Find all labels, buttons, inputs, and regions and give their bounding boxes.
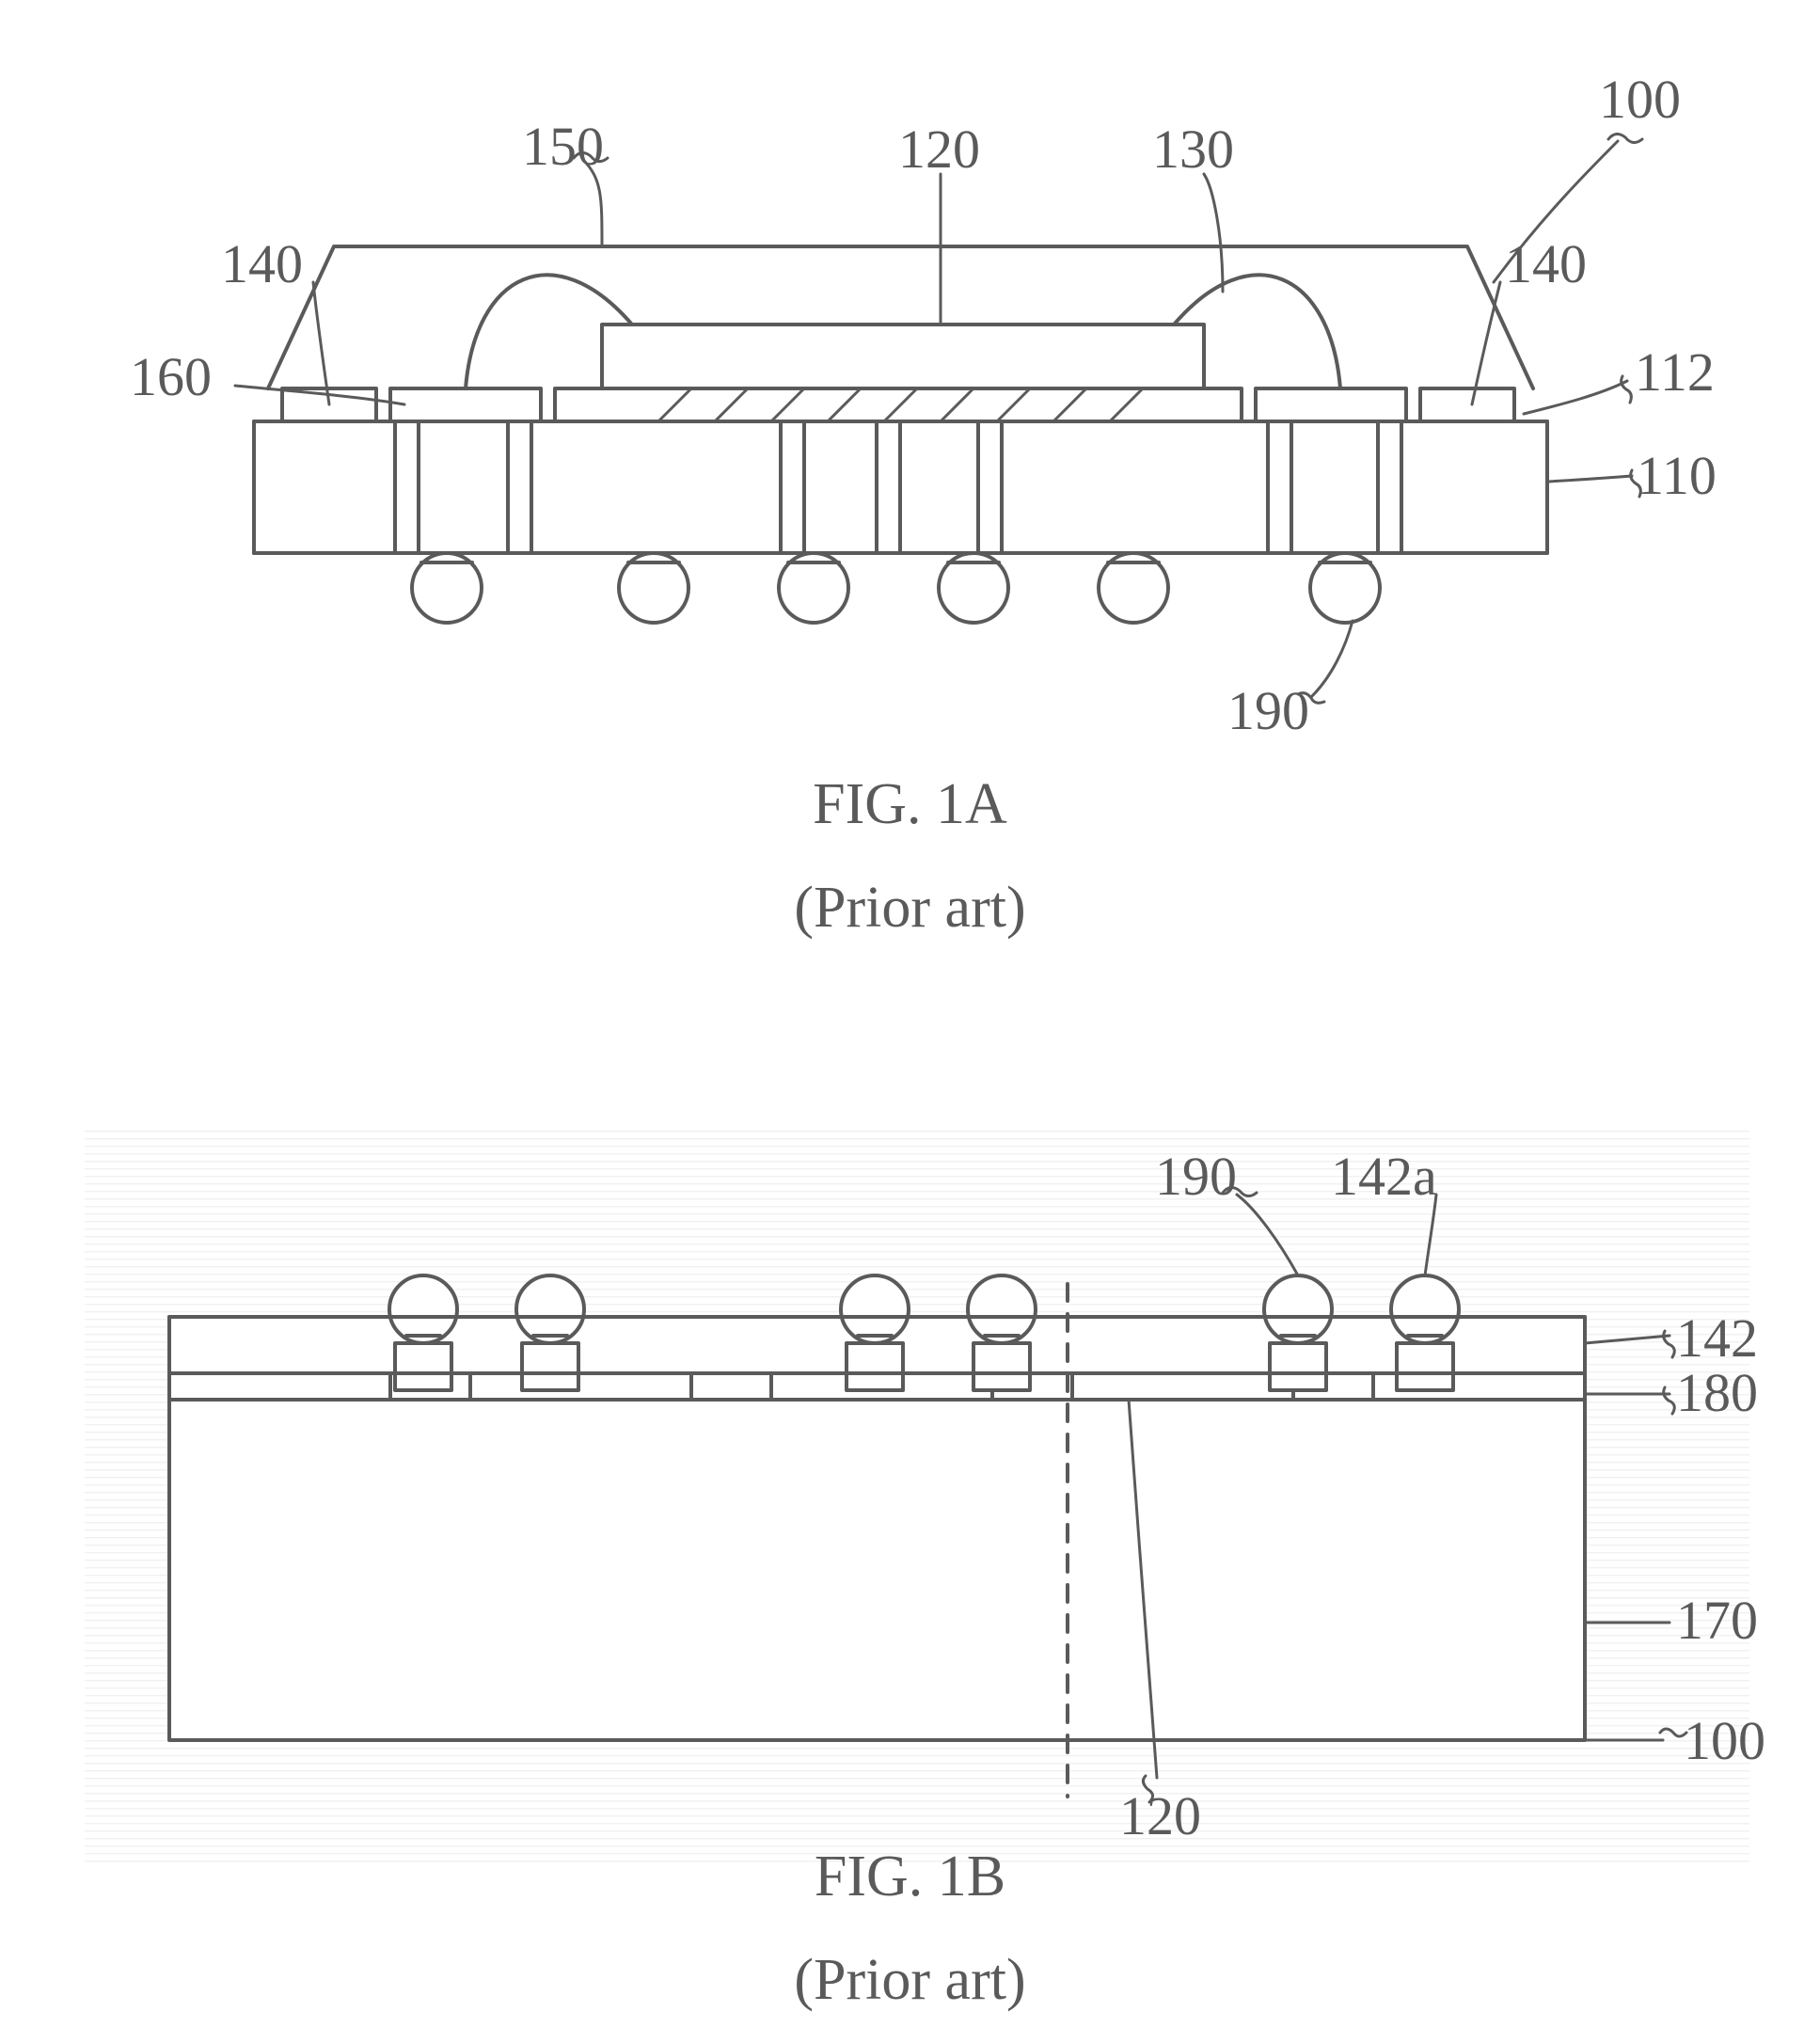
- label-100-1b: 100: [1684, 1710, 1765, 1771]
- fig1a-caption: FIG. 1A: [0, 771, 1820, 838]
- label-120-1a: 120: [898, 119, 980, 180]
- fig1b-caption: FIG. 1B: [0, 1844, 1820, 1910]
- label-140-right: 140: [1505, 233, 1587, 294]
- fig1b-subcaption: (Prior art): [0, 1947, 1820, 2014]
- top-pads: [282, 388, 1514, 421]
- label-190-1b: 190: [1155, 1146, 1237, 1207]
- label-180: 180: [1676, 1362, 1758, 1423]
- label-150: 150: [522, 116, 604, 177]
- chip-120: [602, 325, 1204, 388]
- fig1a-subcaption: (Prior art): [0, 875, 1820, 942]
- body-100: [169, 1373, 1585, 1740]
- solder-balls-bottom: [412, 553, 1380, 623]
- label-112: 112: [1635, 341, 1715, 403]
- label-130: 130: [1152, 119, 1234, 180]
- label-142a: 142a: [1331, 1146, 1437, 1207]
- figure-1b-svg: 190 142a 142 180 170 100 120: [0, 1101, 1820, 1947]
- label-142: 142: [1676, 1307, 1758, 1369]
- label-160: 160: [130, 346, 212, 407]
- label-120-1b: 120: [1119, 1785, 1201, 1846]
- label-100-1a: 100: [1599, 69, 1681, 130]
- label-170: 170: [1676, 1590, 1758, 1651]
- page: { "figure1a": { "caption": "FIG. 1A", "s…: [0, 0, 1820, 2043]
- label-190-1a: 190: [1227, 680, 1309, 741]
- label-140-left: 140: [221, 233, 303, 294]
- figure-1a-svg: 100 150 120 130 140 140 160 112 110 190: [0, 0, 1820, 847]
- label-110: 110: [1637, 445, 1717, 506]
